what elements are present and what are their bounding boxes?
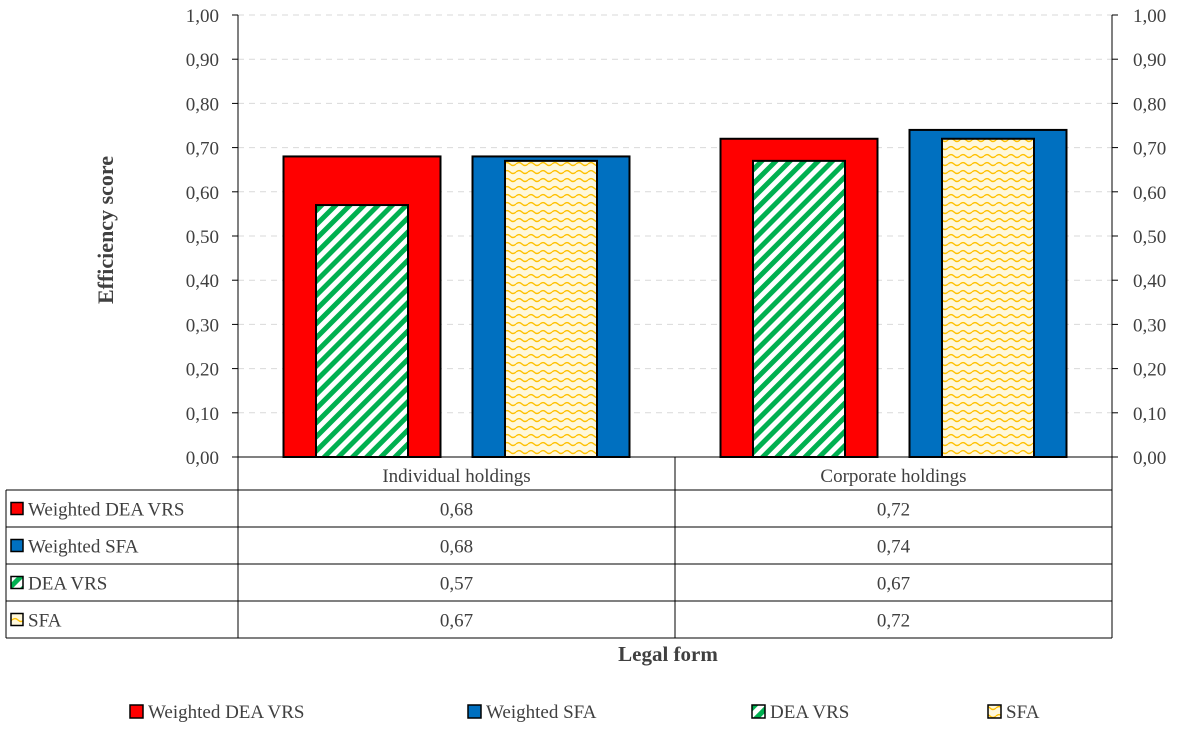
table-row-label: SFA — [28, 611, 62, 632]
legend-label: Weighted DEA VRS — [148, 702, 304, 723]
y-tick-label-right: 0,60 — [1133, 183, 1166, 204]
legend: Weighted DEA VRS Weighted SFA DEA VRS SFA — [129, 702, 1040, 723]
table-cell-value: 0,74 — [877, 537, 911, 558]
table-cell-value: 0,67 — [877, 574, 910, 595]
legend-label: SFA — [1006, 702, 1040, 723]
category-label: Corporate holdings — [820, 466, 966, 487]
table-row-label: DEA VRS — [28, 574, 107, 595]
y-tick-label-right: 0,00 — [1133, 448, 1166, 469]
table-cell-value: 0,72 — [877, 500, 910, 521]
table-legend-key — [10, 575, 24, 590]
legend-key — [129, 704, 144, 719]
category-label: Individual holdings — [382, 466, 530, 487]
bar-marks — [282, 128, 1068, 459]
bar-dea-vrs — [752, 159, 846, 459]
table-row-label: Weighted SFA — [28, 537, 139, 558]
y-tick-label-left: 0,20 — [186, 360, 219, 381]
y-axis-right-ticks: 0,00 0,10 0,20 0,30 0,40 0,50 0,60 0,70 0,80 0,90… — [1133, 6, 1166, 469]
y-tick-label-right: 0,10 — [1133, 404, 1166, 425]
legend-label: DEA VRS — [770, 702, 849, 723]
x-axis-label: Legal form — [618, 642, 718, 666]
y-tick-label-left: 1,00 — [186, 6, 219, 27]
y-tick-label-right: 0,80 — [1133, 94, 1166, 115]
bar-sfa — [941, 137, 1035, 458]
y-tick-label-left: 0,50 — [186, 227, 219, 248]
y-tick-label-left: 0,40 — [186, 271, 219, 292]
legend-key — [467, 704, 482, 719]
legend-key — [987, 704, 1002, 719]
table-cell-value: 0,67 — [440, 611, 473, 632]
y-tick-label-right: 0,70 — [1133, 139, 1166, 160]
table-cell-value: 0,68 — [440, 500, 473, 521]
table-row-label: Weighted DEA VRS — [28, 500, 184, 521]
y-axis-left-ticks: 0,00 0,10 0,20 0,30 0,40 0,50 0,60 0,70 0,80 0,90… — [186, 6, 219, 469]
y-tick-label-right: 0,90 — [1133, 50, 1166, 71]
y-tick-label-left: 0,00 — [186, 448, 219, 469]
table-legend-key — [10, 501, 24, 516]
bar-dea-vrs — [315, 204, 409, 458]
legend-label: Weighted SFA — [486, 702, 597, 723]
table-legend-key — [10, 612, 24, 627]
y-tick-label-left: 0,60 — [186, 183, 219, 204]
y-tick-label-right: 0,50 — [1133, 227, 1166, 248]
bar-sfa — [504, 159, 598, 459]
data-table: Individual holdings Corporate holdings Wei… — [5, 457, 1113, 639]
y-axis-label: Efficiency score — [93, 156, 118, 304]
y-tick-label-right: 0,40 — [1133, 271, 1166, 292]
legend-key — [751, 704, 766, 719]
y-tick-label-right: 0,20 — [1133, 360, 1166, 381]
table-cell-value: 0,72 — [877, 611, 910, 632]
y-tick-label-right: 0,30 — [1133, 315, 1166, 336]
y-tick-label-right: 1,00 — [1133, 6, 1166, 27]
table-legend-key — [10, 538, 24, 553]
y-tick-label-left: 0,70 — [186, 139, 219, 160]
y-tick-label-left: 0,80 — [186, 94, 219, 115]
y-tick-label-left: 0,10 — [186, 404, 219, 425]
table-cell-value: 0,57 — [440, 574, 473, 595]
table-cell-value: 0,68 — [440, 537, 473, 558]
y-tick-label-left: 0,90 — [186, 50, 219, 71]
y-tick-label-left: 0,30 — [186, 315, 219, 336]
